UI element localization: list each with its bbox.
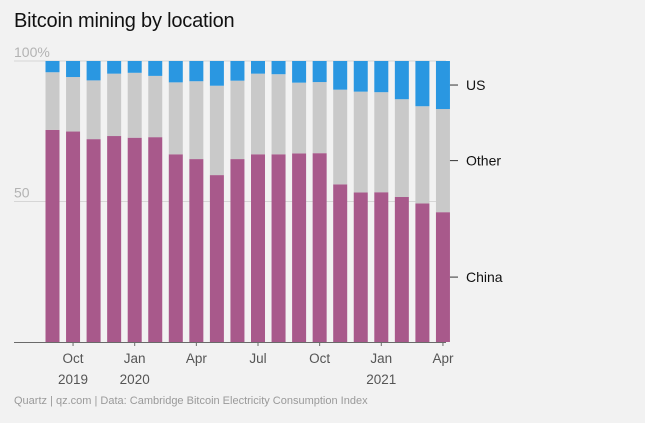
stacked-bar-chart: 100% 50 Oct 2019 Jan 2020 Apr Jul Oct Jan 2021 Apr… (14, 44, 503, 387)
bar-us-10 (251, 61, 265, 74)
bar-china-13 (312, 153, 327, 342)
y-tick-label: 100% (14, 44, 50, 60)
legend: US Other China (449, 77, 503, 285)
bar-other-4 (127, 72, 142, 138)
gridlines (14, 60, 446, 202)
bar-other-13 (312, 82, 327, 154)
x-tick-label: Oct (309, 351, 330, 366)
bar-other-3 (107, 73, 122, 137)
bar-china-11 (271, 154, 286, 342)
bar-china-9 (230, 159, 245, 342)
bar-other-1 (66, 77, 81, 132)
bar-other-6 (168, 82, 183, 155)
bar-us-11 (271, 61, 286, 75)
bar-us-17 (394, 61, 409, 100)
x-tick-label: 2020 (120, 372, 150, 387)
bar-china-14 (333, 184, 348, 342)
bar-other-12 (292, 82, 307, 154)
bar-other-11 (271, 74, 286, 155)
bar-other-8 (209, 85, 224, 176)
bar-china-2 (86, 139, 101, 342)
bars (45, 61, 450, 342)
bar-us-13 (312, 61, 327, 83)
bar-other-14 (333, 89, 348, 185)
bar-china-18 (415, 203, 430, 342)
x-tick-label: Oct (63, 351, 84, 366)
x-tick-label: 2019 (58, 372, 88, 387)
bar-china-8 (209, 175, 224, 342)
legend-label-other: Other (466, 153, 501, 169)
bar-china-16 (374, 192, 389, 342)
bar-other-7 (189, 81, 204, 160)
bar-us-1 (66, 61, 81, 78)
bar-other-15 (353, 91, 368, 193)
x-tick-label: Jul (249, 351, 266, 366)
bar-other-16 (374, 92, 389, 193)
bar-china-0 (45, 129, 60, 342)
legend-label-us: US (466, 77, 485, 93)
bar-other-17 (394, 99, 409, 198)
bar-china-12 (292, 153, 307, 342)
bar-china-15 (353, 192, 368, 342)
bar-china-6 (168, 154, 183, 342)
x-tick-label: Jan (124, 351, 146, 366)
x-tick-label: Jan (370, 351, 392, 366)
bar-other-19 (435, 109, 450, 213)
bar-us-0 (45, 61, 60, 73)
bar-other-5 (148, 75, 163, 138)
bar-us-3 (107, 61, 122, 74)
x-tick-label: Apr (186, 351, 208, 366)
bar-us-2 (86, 61, 101, 81)
bar-us-12 (292, 61, 307, 83)
bar-us-15 (353, 61, 368, 92)
bar-us-7 (189, 61, 204, 82)
bar-china-19 (435, 212, 450, 342)
bar-other-9 (230, 80, 245, 160)
bar-china-1 (66, 131, 81, 342)
bar-china-4 (127, 137, 142, 342)
bar-other-10 (251, 73, 265, 155)
bar-us-9 (230, 61, 245, 81)
bar-us-5 (148, 61, 163, 76)
bar-us-14 (333, 61, 348, 90)
y-tick-label: 50 (14, 185, 30, 201)
y-axis-ticks: 100% 50 (14, 44, 50, 201)
chart-title: Bitcoin mining by location (14, 10, 235, 32)
bar-china-10 (251, 154, 265, 342)
bar-us-8 (209, 61, 224, 86)
x-tick-label: 2021 (366, 372, 396, 387)
bar-us-16 (374, 61, 389, 93)
bar-other-0 (45, 72, 60, 130)
bar-us-6 (168, 61, 183, 83)
bar-us-18 (415, 61, 430, 107)
source-note: Quartz | qz.com | Data: Cambridge Bitcoi… (14, 395, 368, 407)
x-axis: Oct 2019 Jan 2020 Apr Jul Oct Jan 2021 Apr (14, 342, 454, 387)
bar-china-17 (394, 197, 409, 342)
x-tick-label: Apr (432, 351, 454, 366)
bar-other-2 (86, 80, 101, 140)
bar-china-3 (107, 136, 122, 342)
bar-china-5 (148, 137, 163, 342)
bar-us-4 (127, 61, 142, 73)
legend-label-china: China (466, 269, 503, 285)
bar-us-19 (435, 61, 450, 110)
bar-other-18 (415, 106, 430, 204)
bar-china-7 (189, 159, 204, 342)
